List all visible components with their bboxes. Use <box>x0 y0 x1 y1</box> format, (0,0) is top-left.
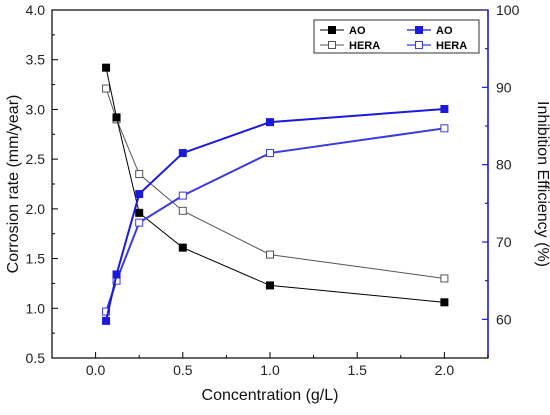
data-point-ao-right <box>135 190 144 199</box>
left-y-tick-label: 3.0 <box>26 101 46 117</box>
left-y-tick-label: 4.0 <box>26 2 46 18</box>
left-y-tick-label: 3.5 <box>26 52 46 68</box>
series-line-hera-left <box>105 88 445 279</box>
data-point-ao-right <box>266 118 274 127</box>
x-tick-label: 2.0 <box>435 362 455 378</box>
legend-label: AO <box>349 25 366 37</box>
data-point-ao-right <box>102 316 111 325</box>
right-y-axis-ticks: 60 70 80 90 100 <box>482 2 520 327</box>
legend-entry-ao-left: AO <box>320 25 366 37</box>
data-point-hera-right <box>440 124 449 133</box>
data-point-hera-right <box>266 149 274 158</box>
legend-marker-filled-blue <box>415 26 423 34</box>
legend-entry-hera-left: HERA <box>320 40 380 52</box>
data-point-ao-left <box>440 298 449 307</box>
left-y-tick-label: 0.5 <box>26 350 46 366</box>
data-point-ao-left <box>178 243 187 252</box>
legend-marker-open-black <box>328 41 336 49</box>
legend: AO HERA AO HERA <box>313 19 480 54</box>
x-tick-label: 1.0 <box>260 362 280 378</box>
data-point-hera-left <box>266 250 274 259</box>
x-tick-label: 0.0 <box>86 362 106 378</box>
legend-entry-ao-right: AO <box>407 25 453 37</box>
x-tick-label: 1.5 <box>347 362 367 378</box>
data-point-ao-right <box>440 104 449 113</box>
data-point-hera-right <box>178 191 187 200</box>
left-y-tick-label: 2.5 <box>26 151 46 167</box>
legend-entry-hera-right: HERA <box>407 40 467 52</box>
right-y-axis-title: Inhibition Efficiency (%) <box>534 101 550 267</box>
right-y-tick-label: 80 <box>496 157 512 173</box>
plot-frame <box>51 9 489 359</box>
legend-box <box>313 19 480 54</box>
left-y-tick-label: 1.5 <box>26 251 46 267</box>
right-y-tick-label: 100 <box>496 2 520 18</box>
left-y-axis-title: Corrosion rate (mm/year) <box>5 95 22 274</box>
series-line-ao-left <box>105 67 445 303</box>
legend-label: HERA <box>436 40 467 52</box>
x-tick-label: 0.5 <box>173 362 193 378</box>
right-y-tick-label: 90 <box>496 79 512 95</box>
right-y-tick-label: 70 <box>496 234 512 250</box>
right-y-tick-label: 60 <box>496 311 512 327</box>
series-line-ao-right <box>105 107 445 322</box>
data-point-hera-left <box>102 84 111 93</box>
data-point-ao-right <box>112 270 121 279</box>
data-point-ao-left <box>266 281 274 290</box>
left-y-tick-label: 2.0 <box>26 201 46 217</box>
legend-marker-filled-black <box>328 26 336 34</box>
data-point-ao-left <box>112 113 121 122</box>
data-point-hera-right <box>102 307 111 316</box>
data-point-hera-left <box>440 274 449 283</box>
data-point-hera-left <box>178 206 187 215</box>
legend-label: AO <box>436 25 453 37</box>
left-y-axis-ticks: 0.5 1.0 1.5 2.0 2.5 3.0 3.5 4.0 <box>26 2 58 366</box>
left-y-tick-label: 1.0 <box>26 300 46 316</box>
data-point-ao-right <box>178 149 187 158</box>
data-point-ao-left <box>135 208 144 217</box>
data-point-hera-left <box>135 170 144 179</box>
legend-label: HERA <box>349 40 380 52</box>
legend-marker-open-blue <box>415 41 423 49</box>
series-line-hera-right <box>105 127 445 312</box>
data-point-ao-left <box>102 63 111 72</box>
series-layer <box>102 63 449 325</box>
x-axis-ticks: 0.0 0.5 1.0 1.5 2.0 <box>51 352 489 378</box>
x-axis-title: Concentration (g/L) <box>202 387 339 404</box>
data-point-hera-right <box>135 218 144 227</box>
